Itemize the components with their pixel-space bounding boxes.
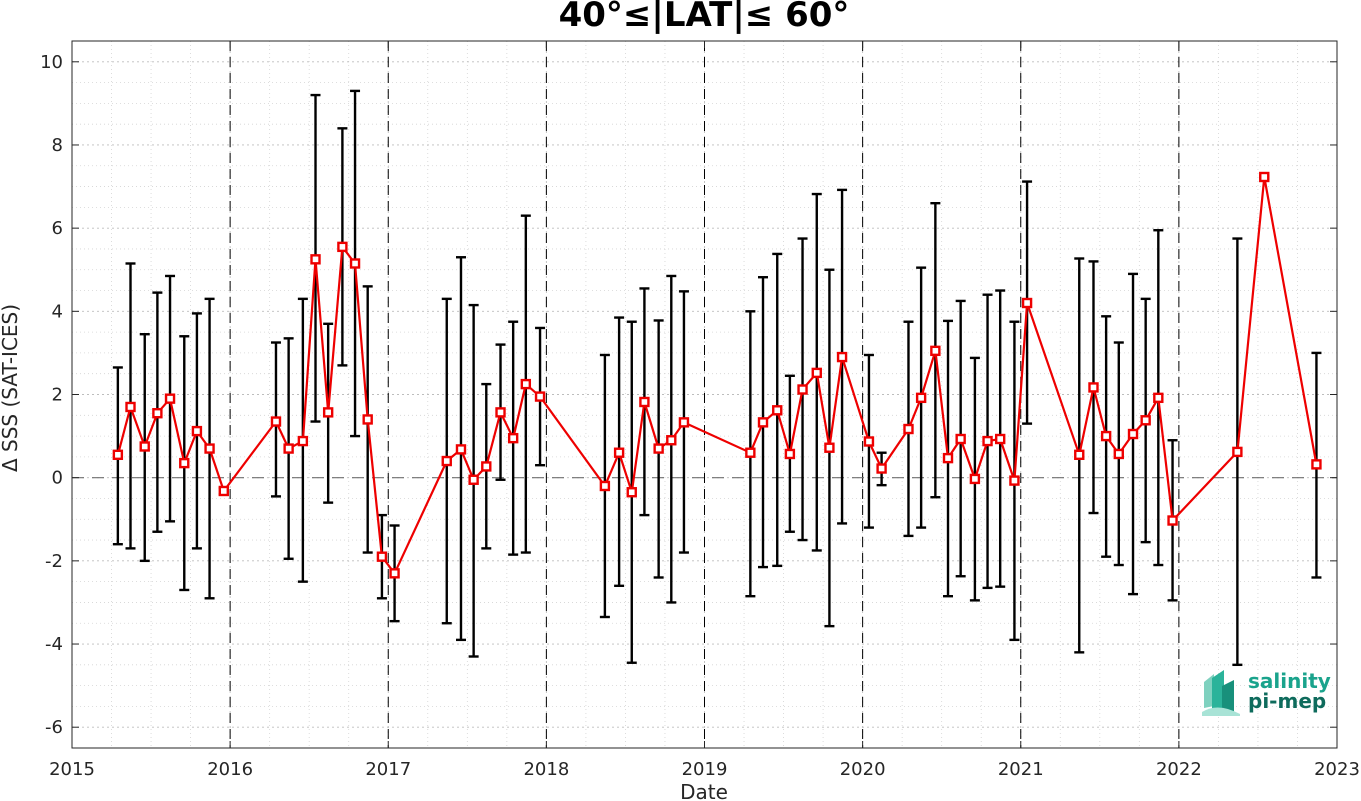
data-point xyxy=(362,414,373,425)
data-point xyxy=(942,452,954,464)
data-point xyxy=(152,408,163,419)
y-tick-label: 4 xyxy=(52,301,63,322)
data-point xyxy=(481,461,492,472)
x-tick-label: 2015 xyxy=(49,759,95,780)
data-point xyxy=(836,351,848,363)
data-point xyxy=(270,416,282,427)
data-point xyxy=(389,568,400,579)
data-point xyxy=(204,443,215,454)
y-tick-label: -6 xyxy=(45,717,63,738)
chart-title: 40°≤|LAT|≤ 60° xyxy=(559,0,850,35)
data-point xyxy=(982,435,993,447)
data-point xyxy=(745,447,756,458)
data-point xyxy=(1009,475,1020,486)
data-point xyxy=(179,457,190,469)
data-point xyxy=(930,345,941,357)
y-tick-label: 8 xyxy=(52,135,63,156)
data-point xyxy=(1100,430,1112,442)
logo-line1: salinity xyxy=(1248,669,1331,693)
data-point xyxy=(310,254,321,265)
x-tick-label: 2023 xyxy=(1314,759,1360,780)
data-point xyxy=(863,436,875,447)
x-tick-label: 2022 xyxy=(1156,759,1202,780)
data-point xyxy=(455,444,467,455)
data-point xyxy=(678,417,690,428)
data-point xyxy=(507,432,519,444)
data-point xyxy=(297,435,309,447)
x-tick-label: 2020 xyxy=(840,759,886,780)
data-point xyxy=(903,423,914,435)
data-point xyxy=(824,442,835,453)
data-point xyxy=(811,367,822,379)
x-axis-label: Date xyxy=(680,780,728,801)
data-point xyxy=(191,425,203,437)
y-tick-label: 10 xyxy=(40,52,63,73)
logo-line2: pi-mep xyxy=(1248,689,1326,713)
data-point xyxy=(349,258,361,269)
x-tick-labels: 2015 2016 2017 2018 2019 2020 2021 2022 2023 xyxy=(49,759,1360,780)
y-tick-label: 6 xyxy=(52,218,63,239)
x-tick-label: 2018 xyxy=(523,759,569,780)
x-tick-label: 2019 xyxy=(682,759,728,780)
data-point xyxy=(1088,382,1099,393)
data-point xyxy=(1259,171,1270,183)
y-tick-label: 2 xyxy=(52,385,63,406)
logo-mark-icon xyxy=(1202,670,1240,716)
y-tick-label: 0 xyxy=(52,468,63,489)
y-axis-label: Δ SSS (SAT-ICES) xyxy=(0,304,22,472)
data-point xyxy=(639,396,650,408)
x-tick-label: 2017 xyxy=(365,759,411,780)
data-point xyxy=(969,473,981,485)
axis-ticks xyxy=(71,41,1338,748)
data-point xyxy=(915,392,927,404)
data-point xyxy=(376,551,388,562)
data-point xyxy=(797,384,808,395)
data-point xyxy=(1113,448,1124,460)
data-point xyxy=(653,443,664,454)
data-point xyxy=(139,441,150,452)
data-point xyxy=(1153,392,1164,404)
data-point xyxy=(534,391,546,402)
data-point xyxy=(1074,449,1085,461)
data-point xyxy=(1311,459,1322,470)
data-point xyxy=(520,378,532,390)
data-point xyxy=(994,433,1006,445)
x-tick-label: 2021 xyxy=(998,759,1044,780)
data-point xyxy=(599,480,611,492)
data-point xyxy=(125,401,136,413)
data-point xyxy=(337,241,348,253)
data-point xyxy=(784,448,796,460)
data-point xyxy=(1127,428,1139,440)
x-tick-label: 2016 xyxy=(207,759,253,780)
year-dividers xyxy=(229,41,1180,748)
data-point xyxy=(1167,515,1178,526)
data-point xyxy=(1021,297,1033,309)
data-point xyxy=(218,485,230,497)
data-point xyxy=(1140,415,1151,426)
data-point xyxy=(283,443,294,454)
data-point xyxy=(772,405,783,416)
data-point xyxy=(757,417,769,428)
series-markers xyxy=(112,171,1322,579)
data-point xyxy=(955,433,966,445)
y-tick-label: -4 xyxy=(45,634,63,655)
salinity-pi-mep-logo: salinity pi-mep xyxy=(1202,669,1331,716)
y-tick-label: -2 xyxy=(45,551,63,572)
data-point xyxy=(666,435,677,446)
data-point xyxy=(613,447,625,458)
data-point xyxy=(468,474,479,485)
data-point xyxy=(112,449,124,461)
data-point xyxy=(1232,446,1243,458)
data-point xyxy=(441,455,452,467)
data-point xyxy=(322,407,334,418)
data-point xyxy=(164,393,176,404)
data-point xyxy=(626,487,637,498)
data-point xyxy=(495,407,506,418)
data-point xyxy=(876,463,887,474)
y-tick-labels: -6 -4 -2 0 2 4 6 8 10 xyxy=(40,52,63,738)
